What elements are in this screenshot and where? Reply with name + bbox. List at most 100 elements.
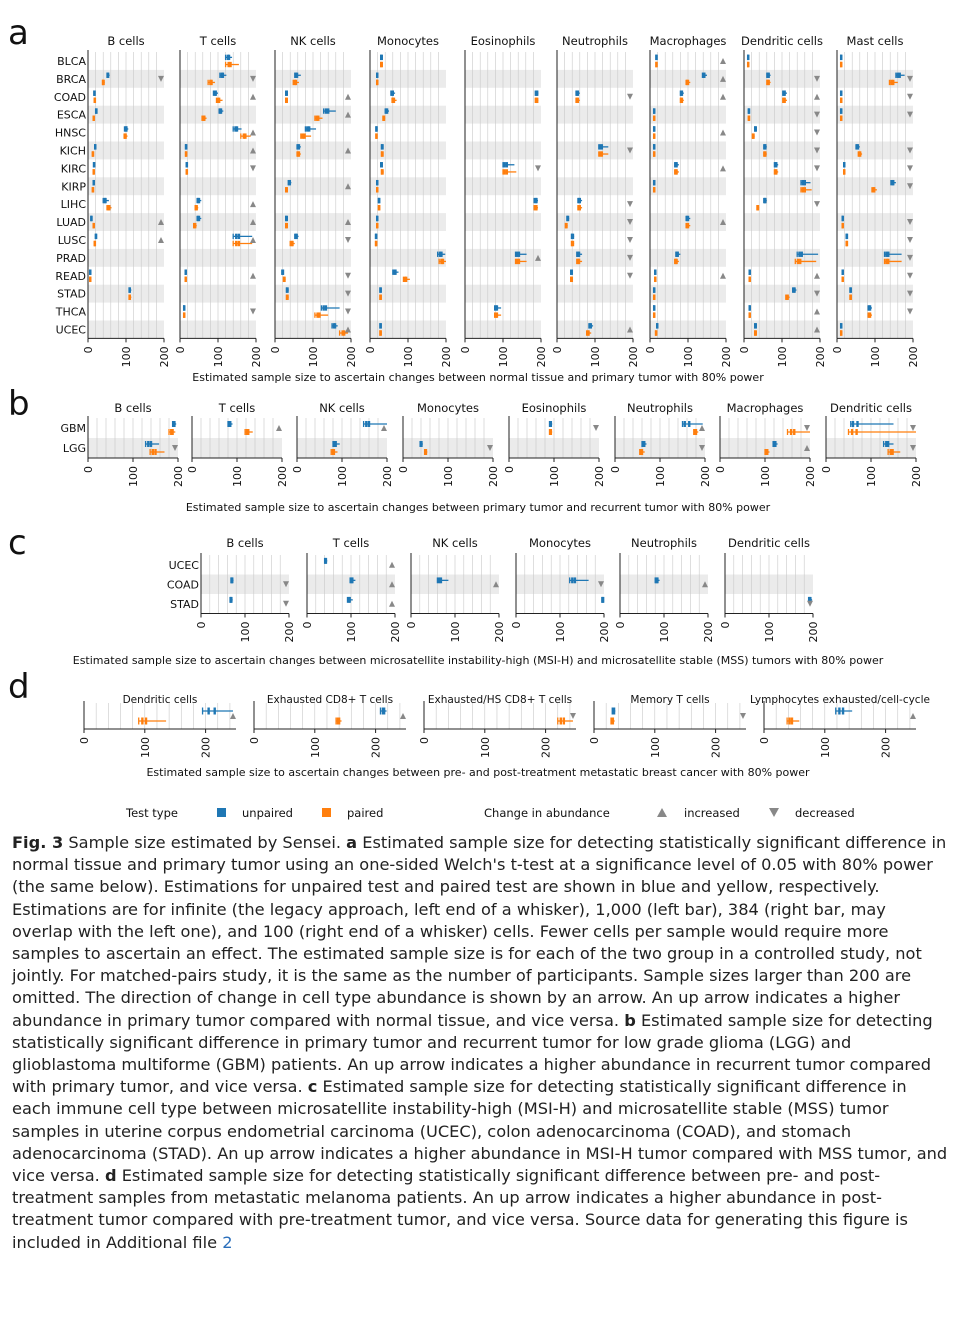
legend-test-type-title: Test type xyxy=(125,806,178,820)
unpaired-bar-384 xyxy=(184,144,188,150)
paired-bar-384 xyxy=(495,312,499,318)
unpaired-bar-384 xyxy=(654,269,657,275)
decreased-arrow-icon xyxy=(807,600,813,607)
row-label: UCEC xyxy=(56,323,87,336)
decreased-arrow-icon xyxy=(907,308,913,315)
paired-bar-384 xyxy=(786,294,789,300)
row-label: KIRC xyxy=(61,162,87,175)
unpaired-bar-1000 xyxy=(571,577,574,584)
facet-title: Lymphocytes exhausted/cell-cycle xyxy=(750,694,930,706)
unpaired-bar-384 xyxy=(800,251,803,257)
row-label: LUSC xyxy=(58,234,87,247)
paired-bar-384 xyxy=(441,258,445,265)
unpaired-bar-384 xyxy=(197,197,201,204)
paired-bar-384 xyxy=(839,61,843,68)
unpaired-bar-384 xyxy=(149,441,153,447)
decreased-arrow-icon xyxy=(345,236,351,243)
facet-title: Eosinophils xyxy=(522,401,587,415)
paired-bar-384 xyxy=(91,187,95,193)
unpaired-bar-384 xyxy=(898,72,901,78)
facet-title: Exhausted/HS CD8+ T cells xyxy=(428,694,572,706)
paired-bar-384 xyxy=(577,258,581,265)
unpaired-bar-384 xyxy=(652,108,656,114)
paired-bar-384 xyxy=(93,97,97,104)
unpaired-bar-1000 xyxy=(235,233,238,240)
facet-title: T cells xyxy=(199,34,236,48)
facet-title: Dendritic cells xyxy=(728,536,810,550)
paired-bar-384 xyxy=(285,97,288,104)
paired-bar-384 xyxy=(318,312,321,318)
panel-c: c UCEC COAD STAD B cells 0 100 200 T cells 0 100 20… xyxy=(8,523,884,667)
x-tick-label: 0 xyxy=(291,466,304,473)
paired-bar-1000 xyxy=(316,312,319,318)
paired-bar-384 xyxy=(891,449,894,455)
panel-a: a BLCA BRCA COAD ESCA HNSC KICH KIRC KIRP LIHC LUA… xyxy=(8,13,920,384)
unpaired-bar-1000 xyxy=(503,162,506,168)
unpaired-bar-384 xyxy=(324,305,328,311)
paired-bar-384 xyxy=(154,449,157,455)
unpaired-bar-384 xyxy=(380,54,383,61)
decreased-arrow-icon xyxy=(814,111,820,118)
unpaired-bar-1000 xyxy=(437,577,441,584)
decreased-arrow-icon xyxy=(907,165,913,172)
x-tick-label: 100 xyxy=(658,622,671,643)
paired-bar-384 xyxy=(843,169,846,175)
x-tick-label: 200 xyxy=(381,466,394,487)
paired-bar-1000 xyxy=(515,258,519,265)
unpaired-bar-384 xyxy=(379,323,382,329)
x-tick-label: 0 xyxy=(174,346,187,353)
x-tick-label: 0 xyxy=(588,737,601,744)
x-tick-label: 200 xyxy=(807,622,820,643)
facet-title: NK cells xyxy=(290,34,336,48)
paired-bar-384 xyxy=(184,276,187,283)
unpaired-bar-384 xyxy=(281,269,285,275)
paired-bar-384 xyxy=(505,169,508,175)
paired-bar-1000 xyxy=(235,240,238,247)
unpaired-bar-384 xyxy=(94,144,97,150)
unpaired-bar-1000 xyxy=(207,707,210,715)
paired-bar-384 xyxy=(286,294,289,300)
paired-bar-384 xyxy=(562,717,566,725)
unpaired-bar-1000 xyxy=(599,144,602,150)
facet-title: Dendritic cells xyxy=(123,694,198,706)
unpaired-bar-384 xyxy=(843,162,846,168)
paired-bar-384 xyxy=(93,240,97,247)
unpaired-bar-384 xyxy=(517,251,521,257)
unpaired-bar-384 xyxy=(643,441,646,447)
decreased-arrow-icon xyxy=(627,236,633,243)
paired-bar-384 xyxy=(380,61,383,68)
row-label: BRCA xyxy=(56,73,86,86)
facet: Memory T cells 0 100 200 xyxy=(588,694,746,758)
decreased-arrow-icon xyxy=(627,201,633,208)
unpaired-bar-1000 xyxy=(885,441,888,447)
row-label: COAD xyxy=(54,91,86,104)
increased-arrow-icon xyxy=(910,713,916,719)
paired-bar-1000 xyxy=(141,717,144,725)
unpaired-bar-384 xyxy=(839,323,843,329)
increased-arrow-icon xyxy=(627,326,633,333)
row-label: KICH xyxy=(60,144,86,157)
paired-bar-384 xyxy=(237,240,241,247)
unpaired-bar-384 xyxy=(841,215,844,222)
unpaired-bar-1000 xyxy=(324,108,328,114)
unpaired-bar-384 xyxy=(767,72,770,78)
paired-bar-384 xyxy=(775,169,778,175)
unpaired-bar-384 xyxy=(213,707,216,715)
increased-arrow-icon xyxy=(345,111,351,118)
paired-bar-384 xyxy=(746,61,750,68)
facet-title: B cells xyxy=(107,34,144,48)
paired-bar-384 xyxy=(652,294,656,300)
unpaired-bar-384 xyxy=(809,596,812,603)
unpaired-bar-384 xyxy=(764,144,767,150)
additional-file-link[interactable]: 2 xyxy=(222,1232,233,1252)
x-tick-label: 200 xyxy=(702,622,715,643)
facet-title: Macrophages xyxy=(650,34,727,48)
x-tick-label: 100 xyxy=(231,466,244,487)
unpaired-bar-384 xyxy=(173,421,176,427)
x-tick-label: 100 xyxy=(759,466,772,487)
paired-bar-384 xyxy=(652,312,656,318)
x-tick-label: 200 xyxy=(710,737,723,758)
paired-bar-384 xyxy=(332,449,336,455)
x-tick-label: 200 xyxy=(345,346,358,367)
row-label: LGG xyxy=(63,442,86,455)
